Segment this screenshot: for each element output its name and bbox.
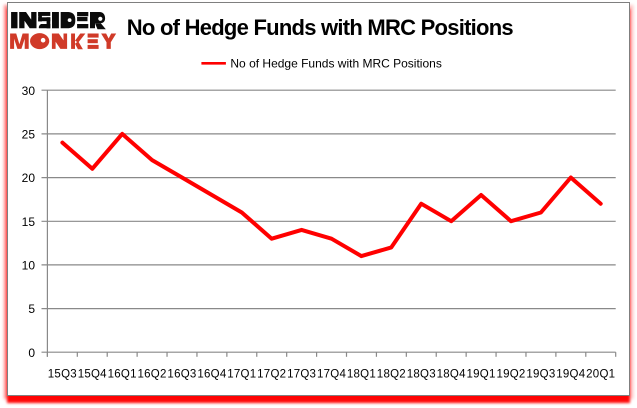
svg-text:19Q3: 19Q3 [526, 369, 555, 381]
svg-text:17Q4: 17Q4 [317, 369, 346, 381]
svg-text:5: 5 [28, 302, 35, 316]
svg-text:18Q2: 18Q2 [377, 369, 406, 381]
svg-text:18Q1: 18Q1 [347, 369, 376, 381]
svg-text:18Q4: 18Q4 [437, 369, 466, 381]
svg-text:15: 15 [22, 215, 36, 229]
svg-text:0: 0 [28, 346, 35, 360]
svg-text:17Q1: 17Q1 [227, 369, 256, 381]
svg-text:19Q4: 19Q4 [556, 369, 585, 381]
svg-text:16Q3: 16Q3 [167, 369, 196, 381]
svg-text:17Q2: 17Q2 [257, 369, 286, 381]
svg-text:25: 25 [22, 128, 36, 142]
svg-text:19Q2: 19Q2 [496, 369, 525, 381]
svg-text:17Q3: 17Q3 [287, 369, 316, 381]
svg-text:20Q1: 20Q1 [586, 369, 615, 381]
svg-text:15Q3: 15Q3 [48, 369, 77, 381]
svg-text:18Q3: 18Q3 [407, 369, 436, 381]
svg-text:19Q1: 19Q1 [467, 369, 496, 381]
svg-text:No of Hedge Funds with MRC Pos: No of Hedge Funds with MRC Positions [127, 15, 514, 40]
svg-text:16Q2: 16Q2 [138, 369, 167, 381]
svg-text:No of Hedge Funds with MRC Pos: No of Hedge Funds with MRC Positions [230, 57, 441, 71]
svg-text:16Q4: 16Q4 [197, 369, 226, 381]
svg-text:20: 20 [22, 171, 36, 185]
svg-text:15Q4: 15Q4 [78, 369, 107, 381]
svg-text:30: 30 [22, 84, 36, 98]
svg-text:10: 10 [22, 259, 36, 273]
svg-text:16Q1: 16Q1 [108, 369, 137, 381]
